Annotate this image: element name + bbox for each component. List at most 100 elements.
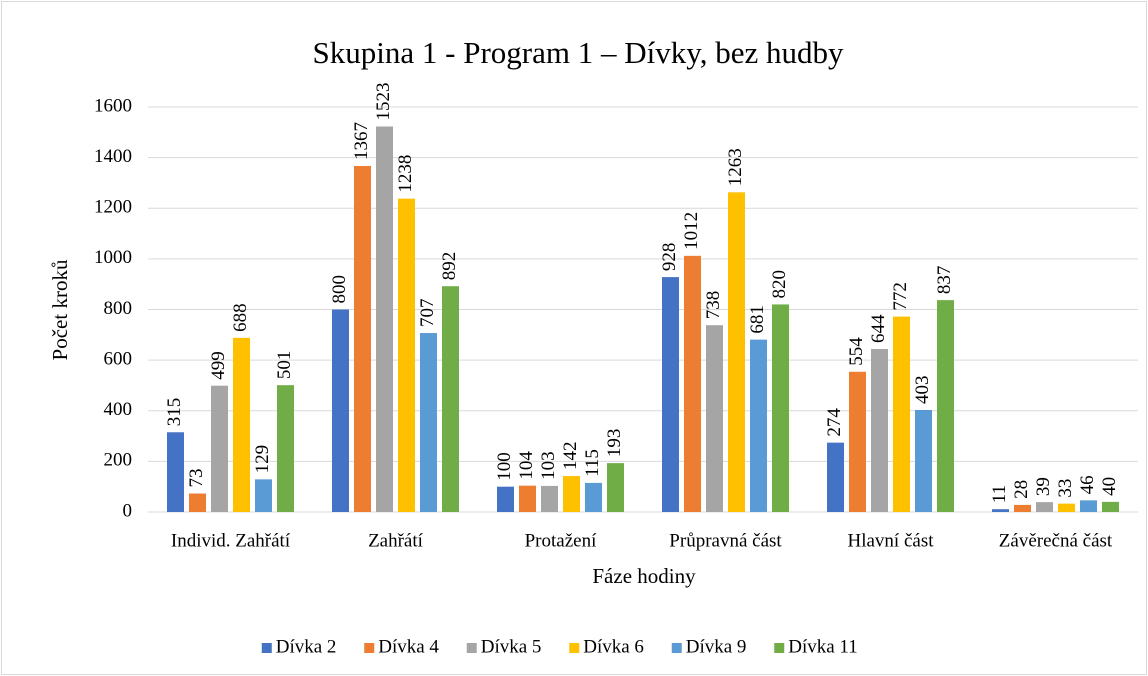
data-label: 46 [1077, 475, 1098, 494]
bar [332, 309, 349, 512]
data-label: 73 [186, 469, 207, 488]
y-tick-label: 600 [104, 348, 133, 369]
data-label: 820 [769, 270, 790, 299]
data-label: 193 [604, 429, 625, 458]
legend-swatch [466, 643, 477, 653]
y-tick-label: 1000 [94, 247, 132, 268]
bar [871, 348, 888, 512]
data-label: 142 [560, 442, 581, 471]
y-axis-title: Počet kroků [48, 259, 72, 360]
bar [893, 316, 910, 512]
data-label: 28 [1011, 480, 1032, 499]
bar [706, 325, 723, 512]
bar [420, 333, 437, 512]
data-label: 100 [494, 452, 515, 481]
bar [255, 479, 272, 512]
data-label: 1367 [351, 122, 372, 160]
data-label: 772 [890, 282, 911, 311]
data-label: 1012 [681, 212, 702, 250]
bar [189, 493, 206, 512]
legend-swatch [569, 643, 580, 653]
bar [1036, 502, 1053, 512]
bar [442, 286, 459, 512]
y-tick-label: 0 [123, 500, 133, 521]
x-tick-label: Hlavní část [847, 530, 934, 551]
bar [519, 485, 536, 512]
bar [585, 482, 602, 512]
bar [1058, 503, 1075, 512]
data-label: 688 [230, 303, 251, 332]
legend-swatch [774, 643, 785, 653]
bar [728, 192, 745, 512]
data-label: 1238 [395, 155, 416, 193]
bar [376, 126, 393, 512]
x-tick-label: Protažení [525, 530, 597, 551]
data-label: 129 [252, 445, 273, 474]
bar [684, 255, 701, 512]
data-label: 554 [846, 337, 867, 366]
bar [211, 385, 228, 512]
bar [398, 198, 415, 512]
y-tick-label: 1400 [94, 146, 132, 167]
data-label: 33 [1055, 479, 1076, 498]
bar [1014, 504, 1031, 512]
data-label: 738 [703, 291, 724, 320]
bar [1102, 501, 1119, 512]
data-label: 892 [439, 252, 460, 281]
y-tick-label: 1600 [94, 95, 132, 116]
bar [607, 463, 624, 512]
y-tick-label: 200 [104, 450, 133, 471]
bar [541, 485, 558, 512]
data-label: 1263 [725, 148, 746, 186]
data-label: 11 [989, 485, 1010, 503]
legend-swatch [364, 643, 375, 653]
data-label: 103 [538, 451, 559, 480]
bar [497, 486, 514, 512]
data-label: 837 [934, 266, 955, 295]
bar [354, 165, 371, 512]
data-label: 115 [582, 449, 603, 477]
data-label: 315 [164, 398, 185, 427]
legend-swatch [261, 643, 272, 653]
legend-label: Dívka 9 [686, 636, 747, 657]
bar [563, 476, 580, 512]
x-axis-title: Fáze hodiny [592, 564, 696, 588]
data-label: 681 [747, 305, 768, 334]
data-label: 928 [659, 243, 680, 272]
data-label: 501 [274, 351, 295, 380]
data-label: 1523 [373, 82, 394, 120]
bar [937, 300, 954, 512]
bar [662, 277, 679, 512]
bar [992, 509, 1009, 512]
data-label: 403 [912, 375, 933, 404]
bar [915, 409, 932, 512]
data-label: 40 [1099, 477, 1120, 496]
x-tick-label: Závěrečná část [999, 530, 1113, 551]
y-tick-label: 400 [104, 399, 133, 420]
y-tick-label: 800 [104, 298, 133, 319]
chart-title: Skupina 1 - Program 1 – Dívky, bez hudby [313, 35, 844, 70]
bar [233, 337, 250, 512]
data-label: 499 [208, 351, 229, 380]
bar [750, 339, 767, 512]
data-label: 800 [329, 275, 350, 304]
bar [167, 432, 184, 512]
bar [849, 371, 866, 512]
data-label: 274 [824, 408, 845, 437]
legend-label: Dívka 2 [276, 636, 337, 657]
legend-swatch [671, 643, 682, 653]
x-tick-label: Individ. Zahřátí [171, 530, 291, 551]
legend-label: Dívka 4 [378, 636, 439, 657]
bar [827, 442, 844, 512]
bar [1080, 500, 1097, 512]
bar [277, 385, 294, 512]
y-tick-label: 1200 [94, 197, 132, 218]
legend-label: Dívka 5 [481, 636, 542, 657]
data-label: 39 [1033, 477, 1054, 496]
legend-label: Dívka 11 [788, 636, 857, 657]
legend-label: Dívka 6 [583, 636, 644, 657]
data-label: 104 [516, 451, 537, 480]
data-label: 644 [868, 314, 889, 343]
